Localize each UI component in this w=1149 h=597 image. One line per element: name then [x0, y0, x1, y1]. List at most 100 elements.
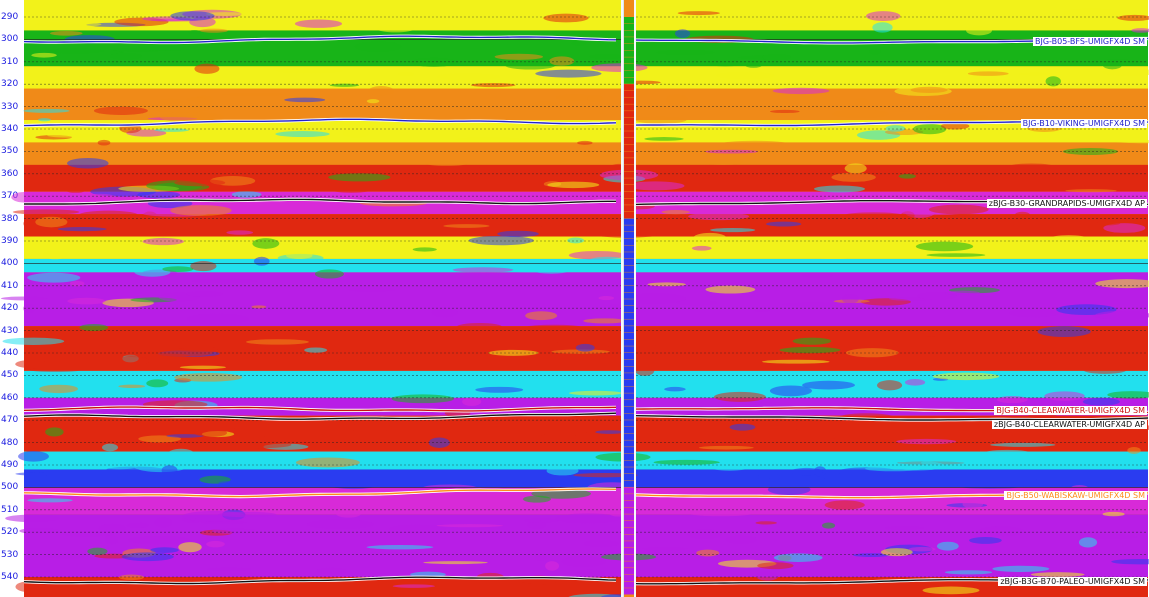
amplitude-blob	[1095, 478, 1125, 485]
amplitude-blob	[388, 524, 447, 534]
amplitude-blob	[186, 313, 250, 325]
amplitude-blob	[87, 547, 108, 556]
amplitude-blob	[223, 441, 292, 449]
amplitude-blob	[1115, 140, 1149, 144]
amplitude-blob	[698, 445, 754, 450]
amplitude-blob	[537, 224, 589, 235]
well-log-sample	[624, 326, 634, 333]
well-log-sample	[624, 440, 634, 447]
amplitude-blob	[31, 52, 57, 58]
depth-tick-label: 480	[1, 437, 19, 448]
well-log-sample	[624, 185, 634, 192]
amplitude-blob	[555, 513, 621, 524]
amplitude-blob	[399, 112, 431, 121]
amplitude-blob	[677, 11, 720, 16]
amplitude-blob	[1044, 391, 1085, 401]
horizon-line[interactable]	[23, 118, 617, 127]
amplitude-blob	[842, 293, 859, 304]
amplitude-blob	[174, 179, 226, 187]
amplitude-blob	[67, 157, 109, 169]
horizon-line[interactable]	[23, 35, 617, 44]
amplitude-blob	[170, 11, 215, 21]
well-log-sample	[624, 225, 634, 232]
amplitude-blob	[962, 499, 984, 509]
amplitude-blob	[821, 522, 836, 529]
amplitude-blob	[142, 237, 185, 246]
depth-tick-label: 470	[1, 415, 19, 426]
amplitude-blob	[509, 143, 571, 152]
amplitude-blob	[772, 87, 830, 95]
amplitude-blob	[765, 221, 802, 227]
amplitude-blob	[234, 426, 278, 431]
amplitude-blob	[589, 53, 625, 60]
well-log-sample	[624, 57, 634, 64]
horizon-line[interactable]	[23, 576, 617, 585]
amplitude-blob	[368, 86, 395, 96]
well-log-sample	[624, 406, 634, 414]
amplitude-blob	[391, 394, 455, 404]
amplitude-blob	[43, 552, 89, 559]
amplitude-blob	[535, 69, 602, 78]
amplitude-blob	[187, 30, 201, 35]
amplitude-blob	[57, 226, 107, 232]
horizon-line[interactable]	[23, 488, 617, 498]
depth-tick-label: 400	[1, 258, 19, 269]
horizon-line[interactable]	[23, 412, 617, 420]
amplitude-blob	[641, 546, 689, 551]
amplitude-blob	[703, 158, 744, 166]
horizon-line[interactable]	[635, 415, 1149, 421]
amplitude-blob	[470, 83, 516, 88]
well-log-sample	[624, 151, 634, 158]
amplitude-blob	[713, 391, 766, 402]
amplitude-blob	[579, 150, 616, 158]
amplitude-blob	[528, 262, 543, 271]
amplitude-blob	[621, 293, 687, 304]
depth-tick-label: 490	[1, 460, 19, 470]
amplitude-blob	[186, 291, 223, 297]
amplitude-blob	[705, 60, 745, 67]
amplitude-blob	[314, 269, 344, 279]
amplitude-blob	[166, 434, 205, 438]
amplitude-blob	[342, 128, 370, 138]
amplitude-blob	[206, 567, 252, 572]
amplitude-blob	[398, 71, 415, 77]
amplitude-blob	[688, 212, 750, 221]
well-log-sample	[624, 447, 634, 454]
amplitude-blob	[1107, 391, 1149, 399]
amplitude-blob	[813, 185, 865, 193]
amplitude-blob	[767, 484, 811, 495]
amplitude-blob	[1082, 397, 1120, 406]
amplitude-blob	[558, 379, 611, 390]
amplitude-blob	[1030, 572, 1085, 577]
amplitude-blob	[154, 150, 216, 160]
amplitude-blob	[194, 428, 228, 437]
amplitude-blob	[555, 94, 593, 102]
horizon-line[interactable]	[24, 198, 616, 205]
well-log-sample	[624, 164, 634, 172]
amplitude-blob	[1102, 60, 1122, 70]
amplitude-blob	[956, 483, 1024, 489]
amplitude-blob	[898, 173, 916, 179]
depth-tick-label: 500	[1, 482, 19, 493]
amplitude-blob	[813, 466, 827, 477]
amplitude-blob	[583, 539, 619, 548]
well-log-sample	[624, 137, 634, 145]
depth-tick-label: 360	[1, 168, 19, 179]
amplitude-blob	[720, 375, 783, 386]
amplitude-blob	[326, 182, 376, 193]
amplitude-blob	[1050, 235, 1087, 241]
horizon-line[interactable]	[23, 406, 617, 412]
amplitude-blob	[792, 337, 832, 345]
amplitude-blob	[1096, 221, 1121, 226]
amplitude-blob	[801, 272, 834, 278]
amplitude-blob	[118, 574, 145, 581]
amplitude-blob	[547, 181, 600, 189]
amplitude-blob	[304, 347, 328, 353]
well-log-sample	[624, 171, 634, 178]
amplitude-blob	[47, 133, 100, 138]
depth-tick-label: 530	[1, 549, 19, 560]
depth-tick-label: 440	[1, 348, 19, 358]
amplitude-blob	[392, 584, 435, 588]
